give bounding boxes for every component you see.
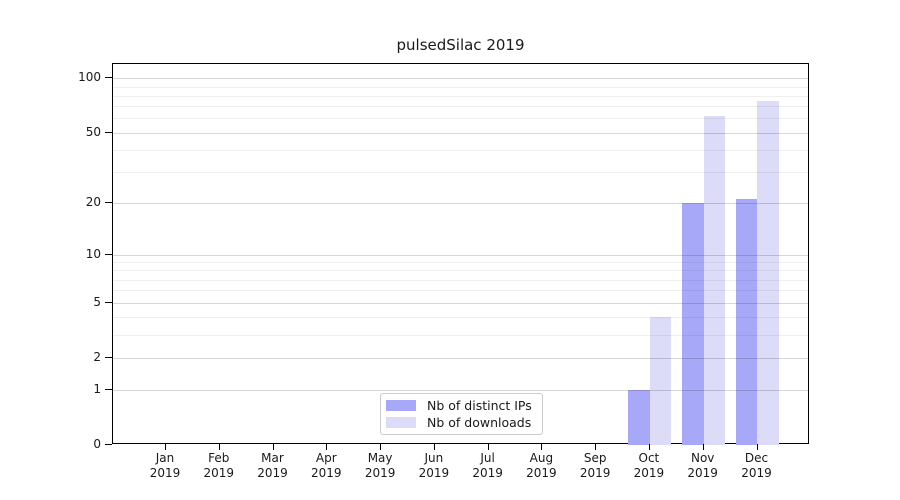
x-label-month: Apr	[315, 451, 337, 465]
legend-item-downloads: Nb of downloads	[386, 415, 534, 430]
gridline-minor-8	[113, 270, 808, 272]
gridline-minor-90	[113, 86, 808, 88]
x-label-month: Nov	[690, 451, 715, 465]
y-tick-10	[105, 254, 112, 255]
gridline-minor-7	[113, 279, 808, 281]
x-tick-feb	[218, 444, 220, 450]
y-tick-0	[105, 444, 112, 445]
bar-distinct-ips-dec	[735, 199, 758, 445]
gridline-major-10	[113, 254, 808, 256]
x-tick-nov	[702, 444, 704, 450]
bar-distinct-ips-nov	[682, 203, 704, 445]
y-tick-5	[105, 302, 112, 303]
gridline-minor-9	[113, 262, 808, 264]
y-tick-label-20: 20	[85, 195, 101, 210]
x-tick-label-aug: Aug 2019	[514, 451, 568, 481]
y-tick-label-1: 1	[93, 381, 101, 396]
x-label-month: Jun	[424, 451, 444, 465]
x-tick-may	[380, 444, 382, 450]
x-label-month: Jan	[155, 451, 175, 465]
x-tick-oct	[648, 444, 650, 450]
gridline-minor-4	[113, 317, 808, 319]
x-label-year: 2019	[311, 466, 342, 480]
x-label-month: Aug	[529, 451, 554, 465]
plot-area	[112, 63, 809, 445]
x-tick-label-may: May 2019	[353, 451, 407, 481]
x-tick-label-apr: Apr 2019	[299, 451, 353, 481]
x-label-year: 2019	[687, 466, 718, 480]
gridline-major-1	[113, 389, 808, 391]
gridline-major-2	[113, 357, 808, 359]
x-label-year: 2019	[364, 466, 396, 480]
gridline-minor-40	[113, 150, 808, 151]
x-label-month: Jul	[480, 451, 495, 465]
y-tick-1	[105, 389, 112, 390]
y-tick-100	[105, 77, 112, 78]
x-label-month: Oct	[638, 451, 660, 465]
x-label-month: Sep	[583, 451, 607, 465]
gridline-minor-60	[113, 118, 808, 120]
y-tick-label-10: 10	[85, 246, 101, 261]
bar-downloads-oct	[649, 317, 672, 445]
legend-label-downloads: Nb of downloads	[427, 415, 532, 430]
x-label-year: 2019	[257, 466, 288, 480]
x-tick-sep	[595, 444, 597, 450]
legend-item-distinct-ips: Nb of distinct IPs	[386, 398, 534, 413]
gridline-minor-70	[113, 106, 808, 108]
x-tick-jun	[433, 444, 435, 450]
y-tick-20	[105, 202, 112, 203]
gridline-minor-6	[113, 290, 808, 292]
bar-downloads-dec	[757, 100, 779, 445]
x-tick-label-nov: Nov 2019	[676, 451, 730, 481]
x-tick-label-dec: Dec 2019	[730, 451, 784, 481]
y-tick-2	[105, 357, 112, 358]
x-tick-mar	[272, 444, 274, 450]
gridline-minor-30	[113, 172, 808, 174]
gridline-minor-80	[113, 95, 808, 97]
legend-swatch-distinct-ips	[386, 400, 416, 411]
legend-label-distinct-ips: Nb of distinct IPs	[427, 398, 532, 413]
x-tick-jul	[487, 444, 489, 450]
x-tick-aug	[541, 444, 543, 450]
y-tick-label-5: 5	[93, 294, 101, 309]
bar-distinct-ips-oct	[628, 389, 650, 445]
x-tick-label-mar: Mar 2019	[246, 451, 300, 481]
chart-title: pulsedSilac 2019	[396, 36, 525, 54]
x-label-month: Mar	[261, 451, 284, 465]
gridline-major-5	[113, 302, 808, 304]
legend: Nb of distinct IPs Nb of downloads	[380, 393, 543, 435]
gridline-major-20	[113, 203, 808, 205]
x-label-month: May	[367, 451, 393, 465]
x-tick-apr	[326, 444, 328, 450]
x-label-month: Dec	[744, 451, 769, 465]
x-tick-label-oct: Oct 2019	[622, 451, 676, 481]
y-tick-label-50: 50	[85, 124, 101, 139]
gridline-minor-3	[113, 334, 808, 336]
y-tick-50	[105, 132, 112, 133]
x-tick-jan	[165, 444, 166, 450]
x-tick-label-jan: Jan 2019	[138, 451, 192, 481]
gridline-major-50	[113, 132, 808, 134]
x-tick-dec	[756, 444, 758, 450]
x-label-year: 2019	[741, 466, 772, 480]
x-tick-label-sep: Sep 2019	[568, 451, 622, 481]
x-label-year: 2019	[472, 466, 503, 480]
x-label-month: Feb	[208, 451, 230, 465]
x-tick-label-feb: Feb 2019	[192, 451, 246, 481]
x-label-year: 2019	[149, 466, 181, 480]
gridline-major-100	[113, 78, 808, 80]
x-label-year: 2019	[633, 466, 665, 480]
x-tick-label-jul: Jul 2019	[461, 451, 515, 481]
x-label-year: 2019	[579, 466, 611, 480]
x-tick-label-jun: Jun 2019	[407, 451, 461, 481]
y-tick-label-2: 2	[93, 349, 101, 364]
legend-swatch-downloads	[386, 417, 416, 428]
y-tick-label-100: 100	[78, 70, 101, 85]
y-tick-label-0: 0	[93, 437, 101, 451]
x-label-year: 2019	[526, 466, 557, 480]
x-label-year: 2019	[418, 466, 450, 480]
x-label-year: 2019	[203, 466, 235, 480]
